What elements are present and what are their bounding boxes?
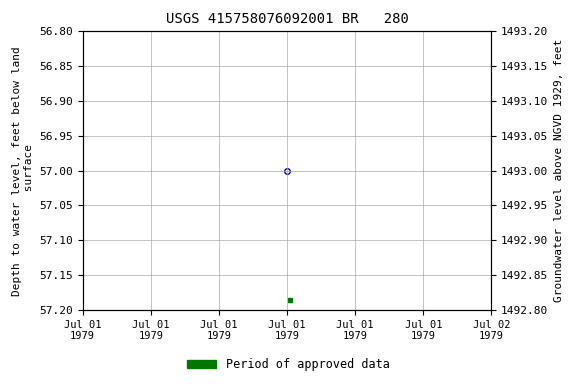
Legend: Period of approved data: Period of approved data <box>182 354 394 376</box>
Y-axis label: Depth to water level, feet below land
 surface: Depth to water level, feet below land su… <box>12 46 33 296</box>
Title: USGS 415758076092001 BR   280: USGS 415758076092001 BR 280 <box>166 12 408 26</box>
Y-axis label: Groundwater level above NGVD 1929, feet: Groundwater level above NGVD 1929, feet <box>554 39 564 302</box>
